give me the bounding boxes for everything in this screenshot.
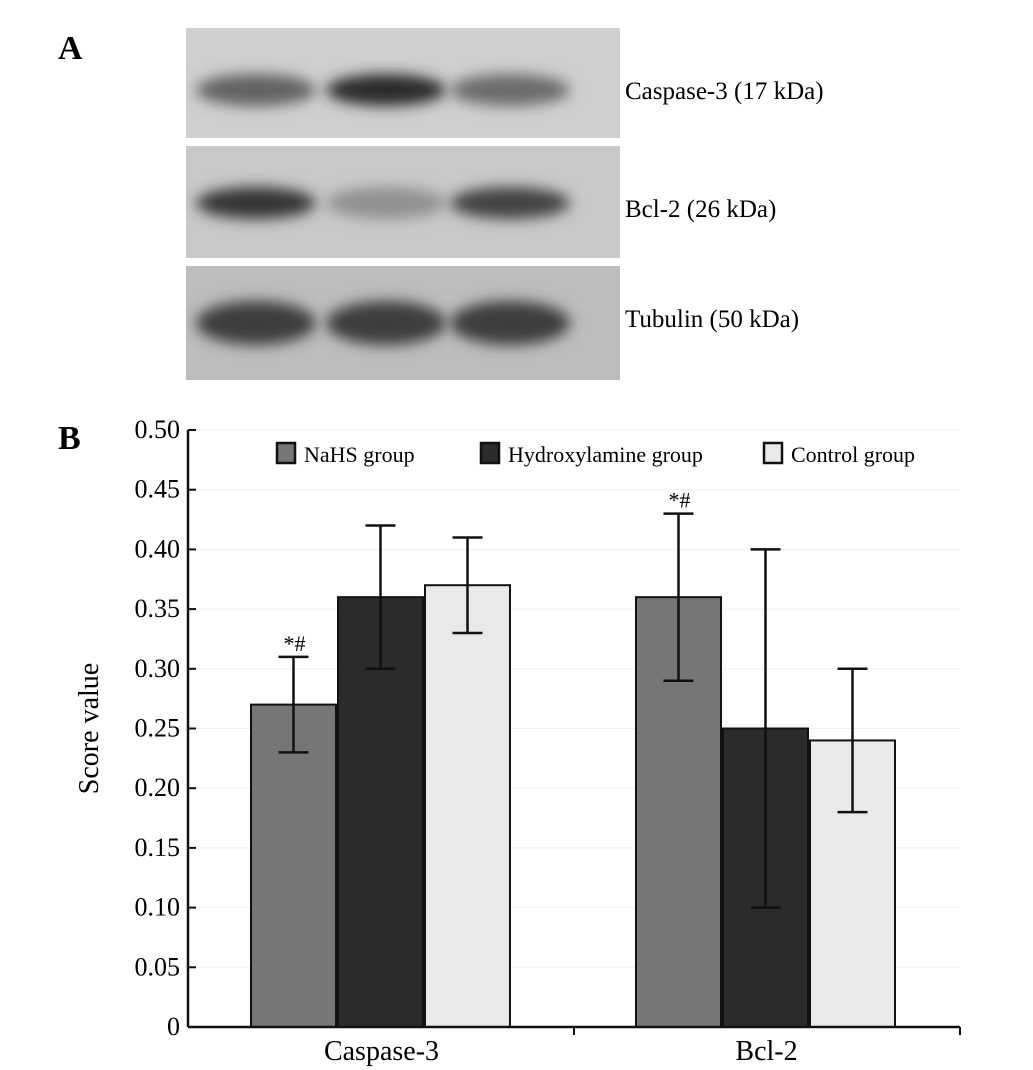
significance-annotation: *#	[284, 631, 306, 656]
band-label-caspase-3: Caspase-3 (17 kDa)	[625, 78, 824, 105]
legend-label: NaHS group	[304, 442, 415, 467]
panel-a-label: A	[58, 30, 83, 67]
y-axis-label: Score value	[74, 663, 105, 794]
y-tick-label: 0.45	[135, 475, 181, 504]
legend-swatch	[479, 441, 501, 465]
y-tick-label: 0.40	[135, 534, 181, 563]
blot-band	[326, 74, 446, 106]
blot-band	[450, 187, 570, 219]
y-tick-label: 0.05	[135, 952, 181, 981]
band-label-tubulin: Tubulin (50 kDa)	[625, 306, 800, 333]
y-tick-label: 0.25	[135, 714, 181, 743]
legend-label: Control group	[791, 442, 915, 467]
blot-band	[196, 301, 316, 345]
blot-band	[196, 74, 316, 106]
blot-band	[326, 187, 446, 219]
bar-chart: *# *# 0 0.05 0.10 0.15 0.20 0.25 0.30 0.35 0.40 0.…	[74, 415, 961, 1067]
y-tick-label: 0.30	[135, 654, 181, 683]
legend-swatch	[762, 441, 784, 465]
y-tick-label: 0.35	[135, 594, 181, 623]
blot-band	[196, 187, 316, 219]
y-tick-label: 0	[167, 1012, 180, 1041]
legend-swatch	[275, 441, 297, 465]
legend-label: Hydroxylamine group	[508, 442, 703, 467]
y-tick-label: 0.50	[135, 415, 181, 444]
band-label-bcl-2: Bcl-2 (26 kDa)	[625, 196, 777, 223]
significance-annotation: *#	[669, 488, 691, 513]
y-tick-label: 0.20	[135, 773, 181, 802]
blot-band	[450, 301, 570, 345]
western-blot	[186, 28, 620, 380]
y-tick-label: 0.10	[135, 893, 181, 922]
y-tick-label: 0.15	[135, 833, 181, 862]
x-tick-label: Caspase-3	[324, 1036, 439, 1067]
x-tick-label: Bcl-2	[735, 1036, 797, 1067]
blot-band	[450, 74, 570, 106]
panel-b-label: B	[58, 420, 81, 457]
bar	[424, 584, 511, 1028]
blot-band	[326, 301, 446, 345]
